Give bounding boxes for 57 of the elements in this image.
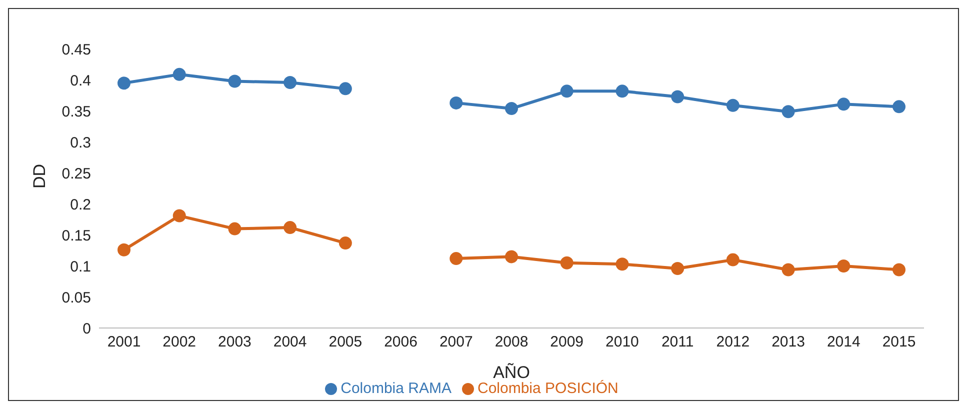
point (228, 74, 242, 88)
y-tick-label: 0.25 (62, 165, 91, 182)
y-tick-label: 0.3 (70, 134, 91, 152)
y-tick-label: 0.05 (62, 289, 91, 306)
point (338, 236, 352, 250)
point (228, 222, 242, 236)
y-tick-label: 0.45 (62, 41, 91, 58)
y-tick-label: 0.1 (70, 258, 91, 276)
x-tick-label: 2012 (716, 334, 750, 351)
point (172, 68, 186, 81)
x-tick-label: 2001 (107, 334, 141, 351)
point (616, 258, 629, 271)
x-tick-label: 2004 (273, 334, 307, 351)
point (782, 263, 795, 276)
point (837, 98, 850, 111)
point (338, 82, 352, 96)
y-tick-label: 0 (82, 320, 91, 338)
y-axis-title: DD (30, 164, 50, 188)
point (726, 98, 740, 112)
point (284, 221, 297, 234)
y-tick-label: 0.15 (62, 227, 91, 244)
x-tick-label: 2013 (772, 334, 805, 351)
x-tick-label: 2015 (882, 334, 916, 351)
point (560, 256, 574, 270)
x-tick-label: 2011 (661, 334, 694, 351)
point (892, 100, 906, 114)
x-tick-label: 2006 (384, 334, 418, 351)
point (782, 105, 795, 118)
legend-label: Colombia RAMA (340, 380, 452, 397)
point (671, 90, 684, 104)
point (892, 263, 906, 276)
point (560, 84, 574, 98)
point (172, 209, 186, 222)
point (505, 250, 518, 264)
point (505, 102, 518, 116)
y-tick-label: 0.2 (70, 196, 91, 214)
legend-label: Colombia POSICIÓN (478, 380, 618, 397)
point (450, 96, 463, 110)
x-tick-label: 2009 (550, 334, 584, 351)
x-axis-title: AÑO (493, 363, 530, 382)
x-tick-label: 2008 (494, 334, 528, 351)
x-tick-label: 2002 (162, 334, 196, 351)
point (450, 252, 463, 266)
y-tick-label: 0.35 (62, 103, 91, 120)
point (616, 84, 629, 98)
point (671, 262, 684, 275)
x-tick-label: 2005 (328, 334, 362, 351)
x-tick-label: 2010 (606, 334, 639, 351)
x-tick-label: 2007 (439, 334, 473, 351)
y-tick-label: 0.4 (70, 72, 91, 90)
point (284, 76, 297, 89)
point (837, 260, 850, 272)
x-tick-label: 2003 (218, 334, 252, 351)
point (726, 253, 740, 266)
point (118, 243, 130, 256)
x-tick-label: 2014 (826, 334, 860, 351)
point (118, 76, 130, 90)
